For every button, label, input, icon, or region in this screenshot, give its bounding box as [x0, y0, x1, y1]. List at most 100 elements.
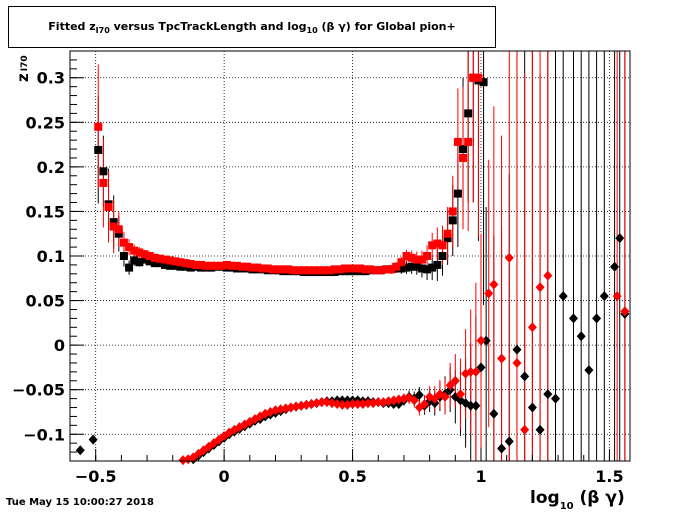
data-point — [402, 252, 411, 260]
data-point — [238, 262, 247, 271]
data-point — [217, 261, 226, 270]
data-point — [497, 353, 507, 364]
y-tick-label: 0.25 — [26, 113, 65, 132]
data-point — [212, 261, 221, 270]
data-point — [289, 266, 298, 275]
axes: −0.5 0 0.5 1 1.5 −0.1 −0.05 0 0.05 0.1 0.15 0.2 0.25… — [12, 59, 624, 486]
data-point — [423, 265, 432, 274]
data-point — [512, 357, 522, 368]
data-point — [191, 260, 200, 269]
data-point — [453, 137, 462, 146]
x-axis-label: log10 (β γ) — [530, 488, 625, 512]
data-point — [310, 266, 319, 275]
data-point — [299, 266, 308, 275]
data-point — [417, 264, 426, 273]
data-point — [109, 218, 118, 227]
data-point — [371, 266, 380, 275]
data-point — [366, 265, 375, 274]
y-axis-label: zI70 — [14, 55, 32, 82]
y-tick-label: 0.15 — [26, 202, 65, 221]
data-point — [414, 390, 424, 401]
data-point — [512, 344, 522, 355]
data-point — [263, 264, 272, 273]
data-point — [481, 335, 491, 346]
data-point — [114, 229, 123, 238]
data-point — [397, 258, 406, 267]
data-point — [450, 375, 460, 386]
title-box: Fitted zI70 versus TpcTrackLength and lo… — [8, 6, 496, 48]
data-point — [381, 265, 390, 274]
data-point — [176, 262, 185, 271]
data-point — [119, 252, 128, 260]
data-point — [181, 259, 190, 268]
data-point — [568, 313, 578, 324]
data-point — [520, 371, 530, 382]
data-point — [440, 391, 450, 402]
data-point — [320, 266, 329, 275]
data-point — [243, 262, 252, 271]
data-point — [476, 335, 486, 346]
data-point — [453, 189, 462, 198]
data-point — [464, 137, 473, 146]
data-point — [294, 266, 303, 275]
data-point — [166, 261, 175, 270]
data-point — [94, 122, 103, 131]
x-tick-label: 0.5 — [338, 467, 366, 486]
data-point — [268, 265, 277, 274]
data-point — [428, 263, 437, 272]
data-point — [543, 270, 553, 281]
data-point — [407, 253, 416, 262]
data-point — [551, 393, 561, 404]
data-point — [543, 389, 553, 400]
y-tick-label: 0 — [54, 336, 65, 355]
data-point — [466, 400, 476, 411]
y-tick-label: 0.1 — [37, 247, 65, 266]
data-point — [373, 397, 383, 408]
data-point — [353, 398, 363, 409]
data-point — [433, 239, 442, 248]
data-point — [438, 252, 447, 260]
x-tick-label: 0 — [219, 467, 230, 486]
data-point — [455, 389, 465, 400]
data-point — [351, 264, 360, 273]
data-point — [504, 436, 514, 447]
data-point — [484, 288, 494, 299]
data-point — [130, 256, 139, 265]
data-point — [155, 259, 164, 268]
data-point — [166, 256, 175, 265]
data-point — [274, 265, 283, 274]
data-point — [520, 424, 530, 435]
data-point — [258, 264, 267, 273]
data-point — [99, 178, 108, 187]
data-point — [402, 263, 411, 272]
data-point — [430, 393, 440, 404]
timestamp: Tue May 15 10:00:27 2018 — [6, 497, 154, 508]
data-point — [99, 167, 108, 176]
data-point — [88, 434, 98, 445]
data-point — [135, 248, 144, 257]
data-point — [130, 246, 139, 255]
x-tick-label: 1.5 — [595, 467, 623, 486]
data-point — [140, 250, 149, 259]
data-point — [527, 322, 537, 333]
y-tick-label: 0.3 — [37, 69, 65, 88]
y-tick-label: −0.1 — [23, 425, 65, 444]
data-point — [150, 259, 159, 268]
data-point — [75, 445, 85, 456]
data-point — [469, 73, 478, 82]
data-points — [75, 73, 630, 466]
data-point — [171, 257, 180, 266]
data-point — [317, 397, 327, 408]
data-point — [448, 216, 457, 225]
data-point — [135, 258, 144, 267]
data-point — [535, 282, 545, 293]
y-tick-label: −0.05 — [12, 381, 65, 400]
data-point — [227, 261, 236, 270]
x-tick-label: 1 — [475, 467, 486, 486]
data-point — [464, 109, 473, 118]
data-point — [397, 264, 406, 273]
data-point — [186, 260, 195, 269]
data-point — [612, 291, 622, 302]
data-point — [253, 263, 262, 272]
